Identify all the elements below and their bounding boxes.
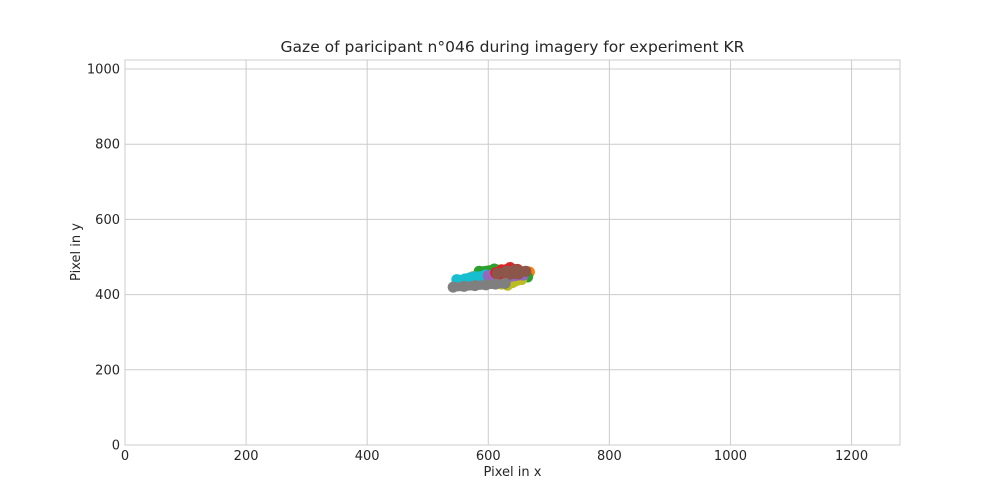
x-axis-label: Pixel in x	[484, 465, 542, 480]
gaze-point	[447, 281, 459, 293]
gaze-point	[513, 268, 525, 280]
y-tick-label: 600	[95, 213, 120, 228]
gaze-point	[464, 272, 476, 284]
x-tick-label: 400	[355, 449, 380, 464]
gaze-point	[458, 280, 470, 292]
x-tick-label: 1000	[714, 449, 747, 464]
gaze-series-9	[447, 277, 511, 293]
gaze-series-8	[491, 264, 532, 281]
y-axis-label: Pixel in y	[69, 223, 84, 281]
x-tick-label: 200	[234, 449, 259, 464]
y-tick-label: 200	[95, 363, 120, 378]
chart-title: Gaze of paricipant n°046 during imagery …	[281, 38, 745, 56]
x-tick-label: 0	[121, 449, 129, 464]
gaze-point	[499, 277, 511, 289]
plot-area-background	[125, 60, 900, 445]
x-tick-label: 800	[597, 449, 622, 464]
y-tick-labels: 0 200 400 600 800 1000	[87, 63, 120, 454]
gaze-point	[502, 269, 514, 281]
y-tick-label: 400	[95, 288, 120, 303]
grid-lines	[124, 60, 900, 446]
x-tick-label: 600	[476, 449, 501, 464]
y-tick-label: 800	[95, 138, 120, 153]
plot-frame	[124, 59, 901, 446]
data-points	[447, 262, 535, 293]
y-tick-label: 0	[112, 439, 120, 454]
gaze-point	[490, 278, 502, 290]
gaze-point	[480, 279, 492, 291]
x-tick-label: 1200	[835, 449, 868, 464]
y-tick-label: 1000	[87, 63, 120, 78]
gaze-point	[469, 280, 481, 292]
gaze-point	[491, 268, 503, 280]
x-tick-labels: 0 200 400 600 800 1000 1200	[121, 449, 868, 464]
